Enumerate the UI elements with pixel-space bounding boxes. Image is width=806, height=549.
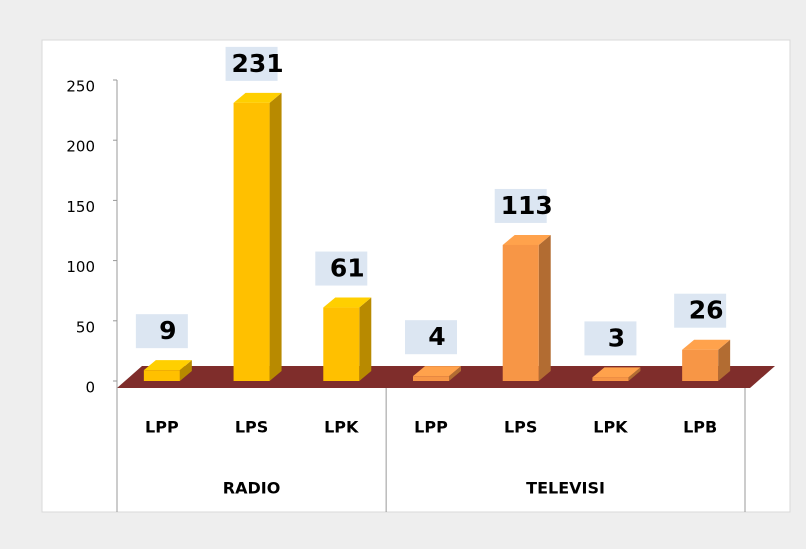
bar bbox=[143, 370, 180, 381]
value-label-box bbox=[494, 188, 547, 223]
y-tick-label: 150 bbox=[66, 198, 95, 216]
x-tick-label: LPP bbox=[145, 418, 179, 437]
value-label-box bbox=[584, 321, 637, 356]
bar-side bbox=[718, 339, 731, 381]
chart-area bbox=[41, 39, 791, 513]
bar-side bbox=[628, 367, 641, 381]
group-label: TELEVISI bbox=[526, 479, 605, 498]
x-tick-label: LPK bbox=[593, 418, 628, 437]
x-tick-label: LPK bbox=[324, 418, 359, 437]
value-label-box bbox=[405, 320, 457, 355]
bar bbox=[233, 102, 270, 381]
value-label-box bbox=[135, 314, 188, 349]
bar-top bbox=[233, 92, 282, 103]
x-tick-label: LPS bbox=[235, 418, 268, 437]
value-label: 113 bbox=[501, 191, 553, 220]
bar-top bbox=[682, 339, 731, 350]
bar bbox=[413, 376, 449, 381]
bar-top bbox=[323, 297, 372, 308]
value-label: 231 bbox=[231, 49, 283, 78]
bar bbox=[682, 349, 719, 381]
y-tick-label: 50 bbox=[76, 318, 95, 336]
y-tick-label: 200 bbox=[66, 138, 95, 156]
bar-side bbox=[449, 366, 461, 381]
bar-top bbox=[592, 367, 641, 378]
y-tick-label: 0 bbox=[85, 379, 95, 397]
value-label: 3 bbox=[608, 323, 625, 352]
bar-side bbox=[538, 234, 551, 381]
bar-side bbox=[359, 297, 372, 381]
value-label: 26 bbox=[689, 296, 724, 325]
bar-top bbox=[413, 366, 461, 377]
value-label-box bbox=[315, 251, 368, 286]
value-label: 9 bbox=[159, 316, 176, 345]
bar bbox=[502, 244, 539, 381]
value-label: 61 bbox=[330, 254, 365, 283]
value-label: 4 bbox=[428, 322, 445, 351]
bar-top bbox=[143, 360, 192, 371]
value-label-box bbox=[225, 46, 278, 81]
x-tick-label: LPB bbox=[683, 418, 717, 437]
value-label-box bbox=[674, 293, 727, 328]
bar-side bbox=[179, 360, 192, 381]
group-label: RADIO bbox=[223, 479, 281, 498]
y-tick-label: 100 bbox=[66, 258, 95, 276]
y-tick-label: 250 bbox=[66, 78, 95, 96]
x-tick-label: LPP bbox=[414, 418, 448, 437]
bar-top bbox=[502, 234, 551, 245]
x-tick-label: LPS bbox=[504, 418, 537, 437]
bar bbox=[323, 307, 360, 381]
bar bbox=[592, 377, 629, 381]
bar-side bbox=[269, 92, 282, 381]
